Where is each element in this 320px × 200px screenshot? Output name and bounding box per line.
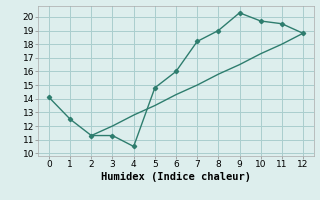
X-axis label: Humidex (Indice chaleur): Humidex (Indice chaleur): [101, 172, 251, 182]
